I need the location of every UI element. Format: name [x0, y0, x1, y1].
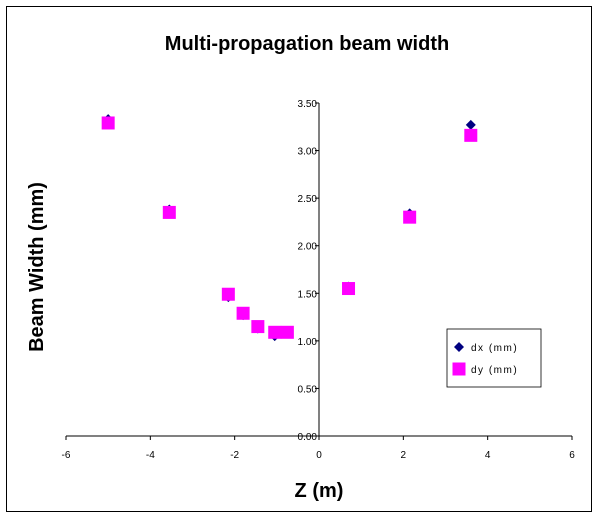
legend-label-dx: dx (mm)	[471, 343, 518, 354]
marks-layer	[101, 114, 478, 342]
legend-marker-dy	[452, 362, 466, 376]
square-point-dy	[268, 325, 282, 339]
y-tick-label: 3.50	[298, 99, 318, 110]
square-point-dy	[236, 306, 250, 320]
y-tick-label: 2.00	[298, 242, 318, 253]
x-tick-label: -2	[230, 450, 239, 461]
square-point-dy	[251, 320, 265, 334]
ticks-layer: -6 -4 -2 0 2 4 6 0.00 0.50 1.00 1.50 2.00 2.50 3.00 3.…	[62, 99, 576, 461]
y-axis-label: Beam Width (mm)	[26, 182, 48, 352]
legend-label-dy: dy (mm)	[471, 365, 518, 376]
x-tick-label: -6	[62, 450, 71, 461]
diamond-point-dx	[465, 119, 476, 130]
x-tick-label: -4	[146, 450, 155, 461]
y-tick-label: 1.50	[298, 289, 318, 300]
chart-svg: Multi-propagation beam width Beam Width …	[26, 33, 576, 502]
x-axis-label: Z (m)	[295, 480, 344, 502]
x-tick-label: 2	[401, 450, 407, 461]
square-point-dy	[280, 325, 294, 339]
y-tick-label: 3.00	[298, 147, 318, 158]
y-tick-label: 0.00	[298, 432, 318, 443]
legend-box	[446, 328, 542, 388]
legend: dx (mm) dy (mm)	[446, 328, 542, 388]
x-tick-label: 0	[316, 450, 322, 461]
x-tick-label: 4	[485, 450, 491, 461]
square-point-dy	[221, 287, 235, 301]
chart-title: Multi-propagation beam width	[165, 33, 449, 55]
x-tick-label: 6	[569, 450, 575, 461]
legend-marker-dx	[454, 342, 464, 352]
square-point-dy	[162, 205, 176, 219]
y-tick-label: 1.00	[298, 337, 318, 348]
square-point-dy	[403, 210, 417, 224]
y-tick-label: 0.50	[298, 384, 318, 395]
y-tick-label: 2.50	[298, 194, 318, 205]
square-point-dy	[101, 116, 115, 130]
square-point-dy	[342, 282, 356, 296]
chart-frame: Multi-propagation beam width Beam Width …	[6, 6, 592, 512]
square-point-dy	[464, 128, 478, 142]
